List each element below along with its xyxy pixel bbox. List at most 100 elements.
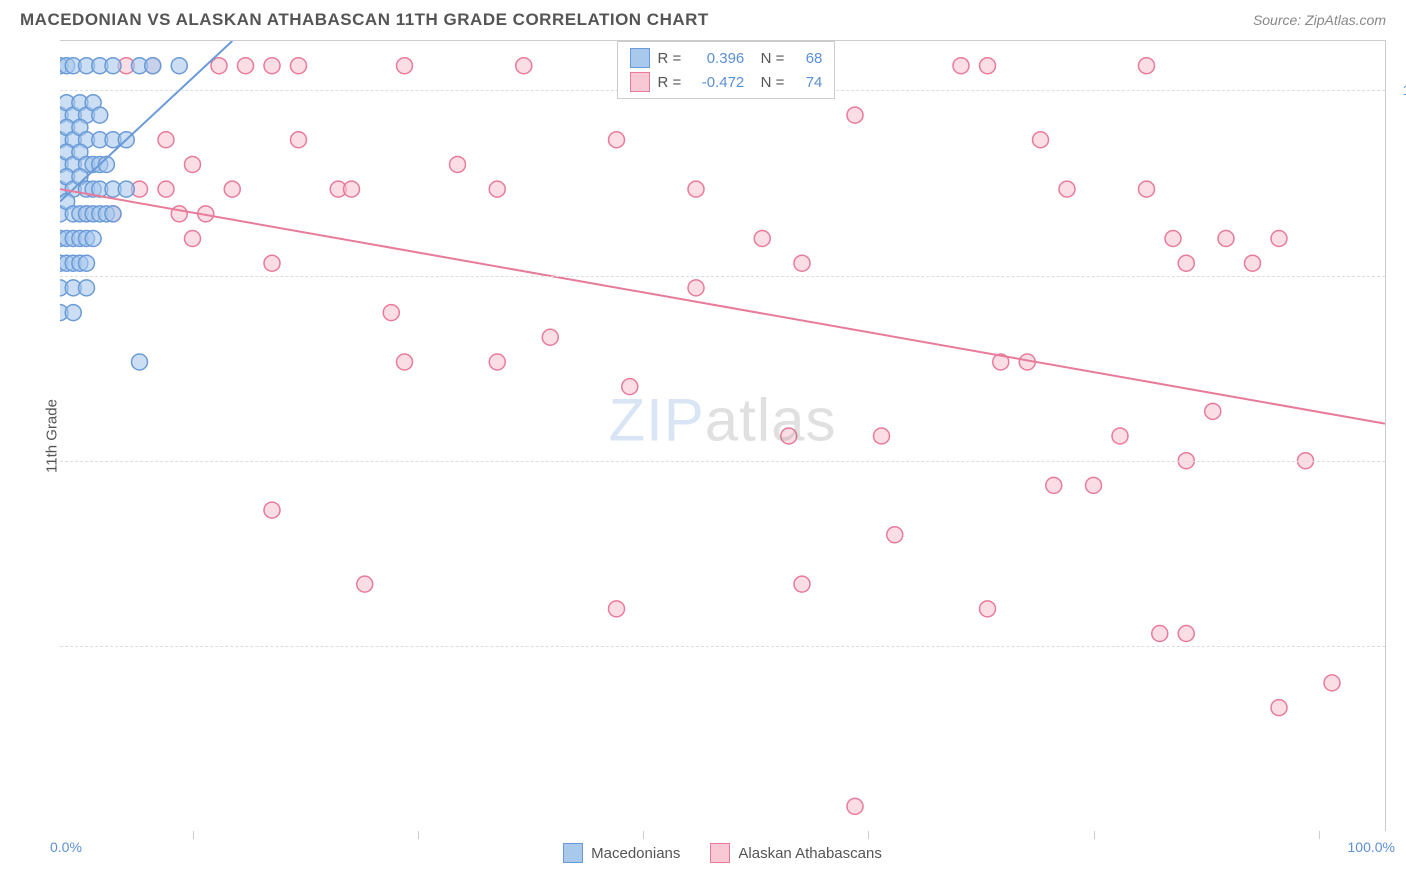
scatter-point	[688, 181, 704, 197]
scatter-point	[1324, 675, 1340, 691]
stats-r-value-2: -0.472	[689, 74, 744, 91]
scatter-point	[688, 280, 704, 296]
x-tick	[868, 831, 869, 839]
scatter-point	[92, 107, 108, 123]
swatch-athabascans	[630, 72, 650, 92]
scatter-point	[145, 58, 161, 74]
scatter-point	[171, 206, 187, 222]
scatter-point	[397, 354, 413, 370]
stats-box: R = 0.396 N = 68 R = -0.472 N = 74	[617, 41, 836, 99]
scatter-point	[794, 255, 810, 271]
plot-area: ZIPatlas	[60, 41, 1385, 831]
scatter-point	[1139, 58, 1155, 74]
y-tick-label: 100.0%	[1403, 82, 1406, 98]
scatter-point	[158, 132, 174, 148]
scatter-point	[980, 58, 996, 74]
scatter-point	[1033, 132, 1049, 148]
scatter-point	[1059, 181, 1075, 197]
scatter-point	[980, 601, 996, 617]
legend-label-athabascans: Alaskan Athabascans	[738, 845, 881, 862]
scatter-svg	[60, 41, 1385, 831]
gridline	[60, 276, 1385, 277]
scatter-point	[1139, 181, 1155, 197]
scatter-point	[291, 132, 307, 148]
scatter-point	[847, 107, 863, 123]
scatter-point	[79, 280, 95, 296]
scatter-point	[781, 428, 797, 444]
legend-label-macedonians: Macedonians	[591, 845, 680, 862]
scatter-point	[118, 181, 134, 197]
scatter-point	[185, 156, 201, 172]
stats-n-label: N =	[752, 74, 784, 91]
scatter-point	[450, 156, 466, 172]
x-tick	[193, 831, 194, 839]
stats-r-value-1: 0.396	[689, 50, 744, 67]
scatter-point	[874, 428, 890, 444]
scatter-point	[105, 58, 121, 74]
scatter-point	[1165, 231, 1181, 247]
legend-item-macedonians: Macedonians	[563, 843, 680, 863]
x-tick	[1094, 831, 1095, 839]
scatter-point	[264, 58, 280, 74]
scatter-point	[953, 58, 969, 74]
trend-line	[60, 189, 1385, 424]
scatter-point	[1046, 477, 1062, 493]
scatter-point	[158, 181, 174, 197]
scatter-point	[887, 527, 903, 543]
scatter-point	[794, 576, 810, 592]
scatter-point	[1112, 428, 1128, 444]
scatter-point	[1086, 477, 1102, 493]
stats-n-value-2: 74	[792, 74, 822, 91]
y-axis-label: 11th Grade	[43, 399, 60, 473]
chart-title: MACEDONIAN VS ALASKAN ATHABASCAN 11TH GR…	[20, 10, 709, 30]
scatter-point	[622, 379, 638, 395]
scatter-point	[211, 58, 227, 74]
stats-n-label: N =	[752, 50, 784, 67]
scatter-point	[383, 305, 399, 321]
legend-swatch-macedonians	[563, 843, 583, 863]
swatch-macedonians	[630, 48, 650, 68]
stats-r-label: R =	[658, 50, 682, 67]
scatter-point	[1271, 231, 1287, 247]
scatter-point	[105, 206, 121, 222]
scatter-point	[516, 58, 532, 74]
scatter-point	[85, 231, 101, 247]
stats-row-athabascans: R = -0.472 N = 74	[630, 70, 823, 94]
stats-n-value-1: 68	[792, 50, 822, 67]
scatter-point	[264, 255, 280, 271]
legend: Macedonians Alaskan Athabascans	[60, 843, 1385, 863]
scatter-point	[1205, 403, 1221, 419]
scatter-point	[171, 58, 187, 74]
gridline	[60, 646, 1385, 647]
scatter-point	[357, 576, 373, 592]
scatter-point	[609, 132, 625, 148]
scatter-point	[489, 181, 505, 197]
scatter-point	[754, 231, 770, 247]
x-tick	[418, 831, 419, 839]
stats-r-label: R =	[658, 74, 682, 91]
x-tick	[643, 831, 644, 839]
gridline	[60, 461, 1385, 462]
scatter-point	[344, 181, 360, 197]
scatter-point	[1218, 231, 1234, 247]
scatter-point	[65, 305, 81, 321]
scatter-point	[132, 354, 148, 370]
scatter-point	[489, 354, 505, 370]
scatter-point	[609, 601, 625, 617]
scatter-point	[542, 329, 558, 345]
scatter-point	[291, 58, 307, 74]
scatter-point	[1178, 255, 1194, 271]
chart-container: 11th Grade ZIPatlas 77.5%85.0%92.5%100.0…	[60, 40, 1386, 831]
scatter-point	[264, 502, 280, 518]
scatter-point	[1245, 255, 1261, 271]
scatter-point	[1152, 626, 1168, 642]
scatter-point	[1178, 626, 1194, 642]
scatter-point	[397, 58, 413, 74]
legend-swatch-athabascans	[710, 843, 730, 863]
scatter-point	[1271, 700, 1287, 716]
source-attribution: Source: ZipAtlas.com	[1253, 12, 1386, 28]
scatter-point	[847, 798, 863, 814]
stats-row-macedonians: R = 0.396 N = 68	[630, 46, 823, 70]
legend-item-athabascans: Alaskan Athabascans	[710, 843, 881, 863]
scatter-point	[185, 231, 201, 247]
